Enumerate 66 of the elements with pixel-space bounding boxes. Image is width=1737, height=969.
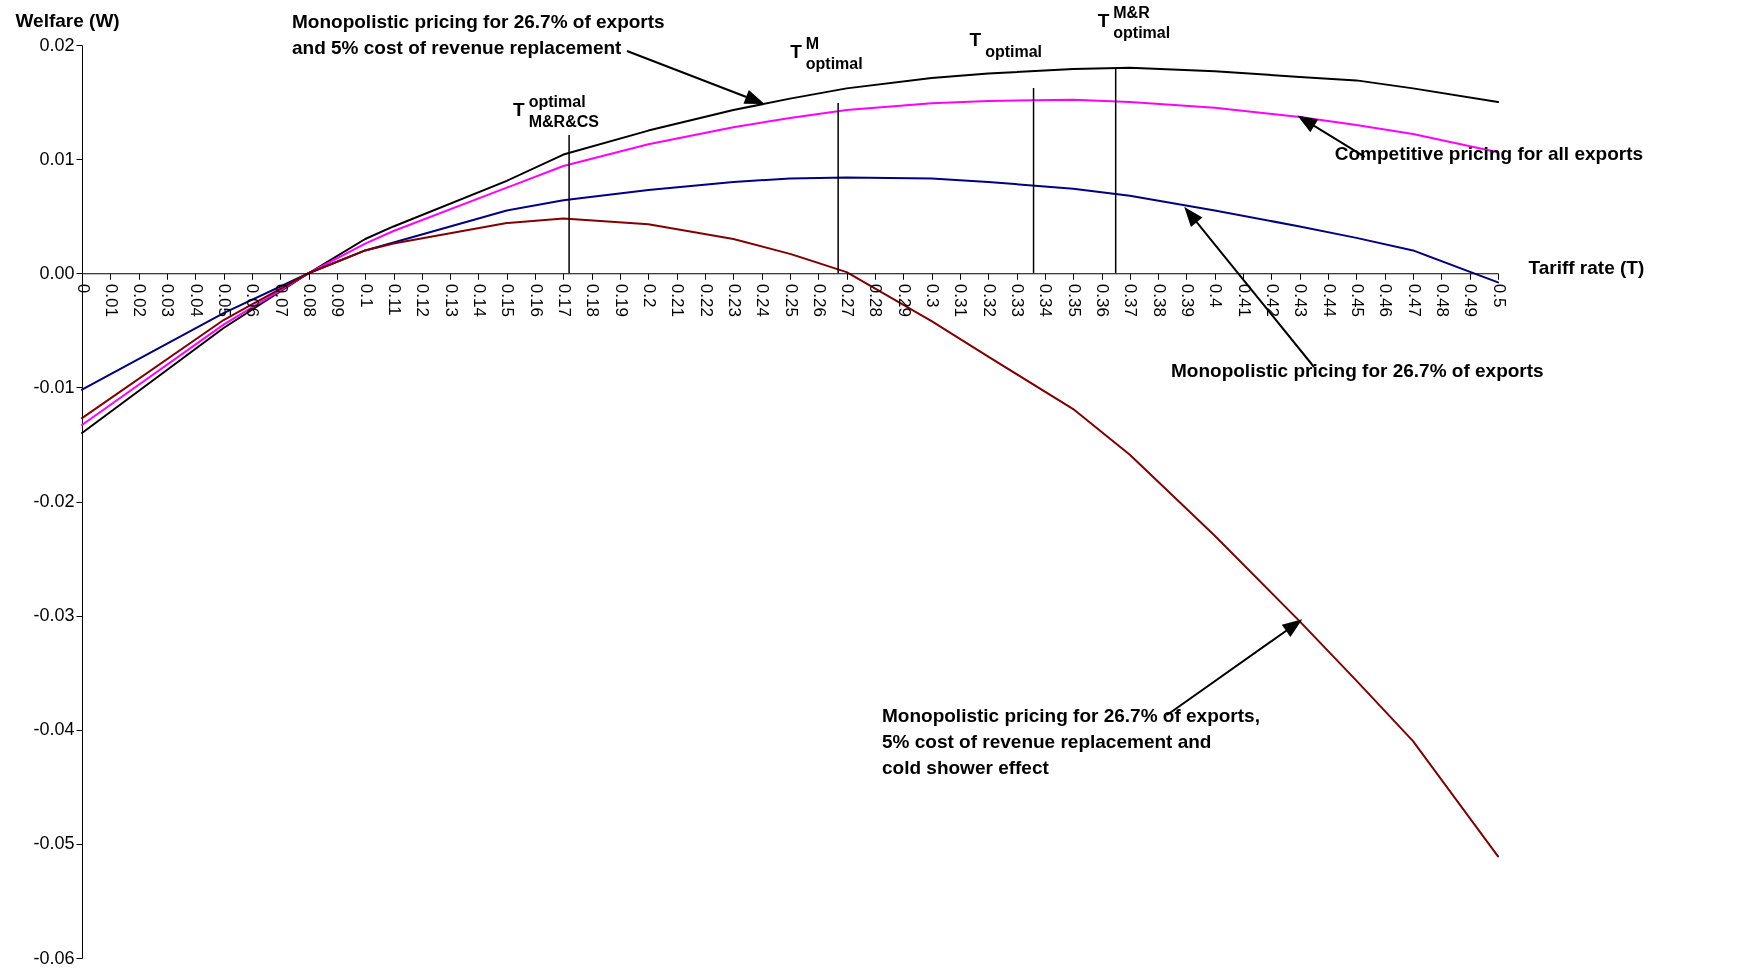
x-tick-label: 0.23 (724, 283, 744, 317)
x-tick-label: 0.48 (1432, 283, 1452, 317)
x-tick-label: 0.15 (498, 283, 518, 317)
x-tick-label: 0.42 (1262, 283, 1282, 317)
annotation: Monopolistic pricing for 26.7% of exports, 5% cost of revenue replacement and cold shower effect (882, 705, 1260, 778)
x-tick-label: 0.1 (356, 283, 376, 308)
x-tick-label: 0.05 (215, 283, 235, 317)
x-tick-label: 0.21 (668, 283, 688, 317)
x-tick-label: 0.34 (1036, 283, 1056, 317)
x-tick-label: 0.13 (441, 283, 461, 317)
x-tick-label: 0.5 (1489, 283, 1509, 308)
x-tick-label: 0.27 (838, 283, 858, 317)
y-tick-label: -0.03 (33, 605, 75, 626)
x-tick-label: 0.28 (866, 283, 886, 317)
annotation: Monopolistic pricing for 26.7% of exports and 5% cost of revenue replacement (292, 11, 665, 58)
x-tick-label: 0.3 (923, 283, 943, 308)
x-tick-label: 0.01 (101, 283, 121, 317)
x-tick-label: 0.24 (753, 283, 773, 317)
x-tick-label: 0.36 (1093, 283, 1113, 317)
x-tick-label: 0.02 (130, 283, 150, 317)
x-tick-label: 0.18 (583, 283, 603, 317)
x-tick-label: 0.32 (979, 283, 999, 317)
x-tick-label: 0.07 (271, 283, 291, 317)
x-tick-label: 0.16 (526, 283, 546, 317)
x-tick-label: 0.22 (696, 283, 716, 317)
annotation: Monopolistic pricing for 26.7% of exports (1171, 360, 1544, 381)
x-tick-label: 0.25 (781, 283, 801, 317)
x-tick-label: 0.38 (1149, 283, 1169, 317)
x-tick-label: 0.26 (809, 283, 829, 317)
x-tick-label: 0.04 (186, 283, 206, 317)
x-tick-label: 0.09 (328, 283, 348, 317)
x-tick-label: 0.37 (1121, 283, 1141, 317)
x-tick-label: 0.41 (1234, 283, 1254, 317)
x-tick-label: 0.49 (1461, 283, 1481, 317)
x-tick-label: 0.33 (1008, 283, 1028, 317)
y-tick-label: -0.01 (33, 376, 75, 397)
x-tick-label: 0.14 (469, 283, 489, 317)
x-tick-label: 0.4 (1206, 283, 1226, 308)
x-tick-label: 0.12 (413, 283, 433, 317)
y-tick-label: 0.01 (39, 148, 75, 169)
x-tick-label: 0.47 (1404, 283, 1424, 317)
y-tick-label: -0.04 (33, 719, 75, 740)
y-axis-title: Welfare (W) (15, 9, 120, 31)
x-tick-label: 0.06 (243, 283, 263, 317)
x-tick-label: 0.46 (1376, 283, 1396, 317)
y-tick-label: 0.02 (39, 34, 75, 55)
ref-line-label: T$_{optimal}$ (969, 29, 1043, 60)
x-tick-label: 0.2 (639, 283, 659, 308)
y-tick-label: 0.00 (39, 262, 75, 283)
x-tick-label: 0.44 (1319, 283, 1339, 317)
x-tick-label: 0.11 (385, 283, 405, 316)
annotation: Competitive pricing for all exports (1334, 142, 1644, 164)
x-tick-label: 0.35 (1064, 283, 1084, 317)
x-tick-label: 0.39 (1177, 283, 1197, 317)
x-tick-label: 0.19 (611, 283, 631, 317)
x-tick-label: 0.29 (894, 283, 914, 317)
x-tick-label: 0.45 (1347, 283, 1367, 317)
y-tick-label: -0.06 (33, 947, 75, 968)
x-tick-label: 0.43 (1291, 283, 1311, 317)
x-tick-label: 0.03 (158, 283, 178, 317)
y-tick-label: -0.05 (33, 833, 75, 854)
y-tick-label: -0.02 (33, 491, 75, 511)
x-tick-label: 0.17 (554, 283, 574, 317)
x-tick-label: 0.31 (951, 283, 971, 317)
x-tick-label: 0.08 (300, 283, 320, 317)
x-axis-title: Tariff rate (T) (1528, 256, 1645, 278)
